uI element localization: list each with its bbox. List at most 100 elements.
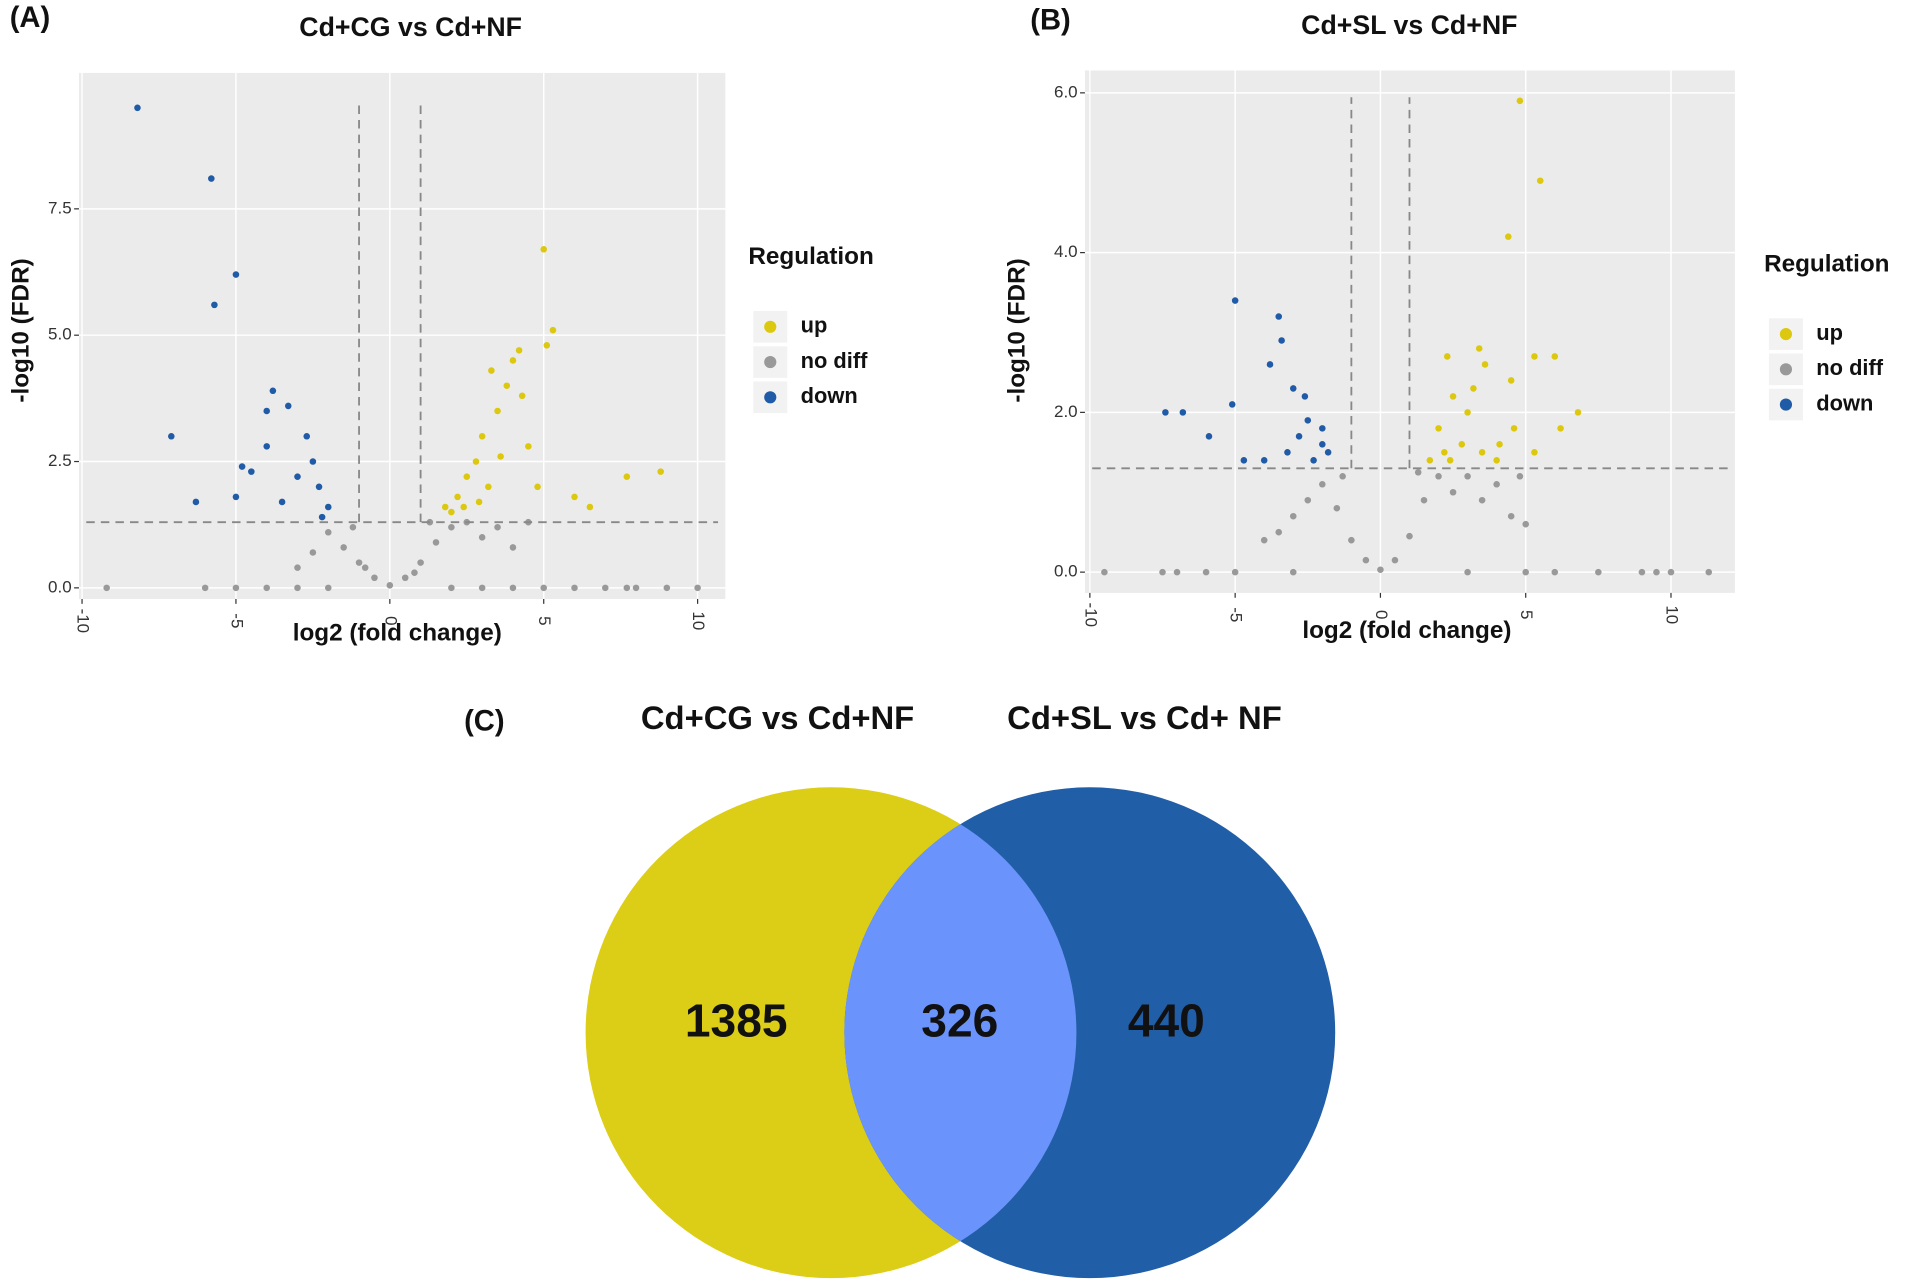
x-tick-label: 5: [1517, 610, 1536, 619]
point: [515, 347, 523, 354]
y-tick-label: 6.0: [1054, 82, 1078, 101]
point: [349, 523, 357, 531]
point: [232, 493, 240, 501]
x-tick-label: 5: [535, 616, 554, 625]
point: [1304, 417, 1312, 424]
point: [361, 564, 369, 571]
legend-dot: [764, 355, 777, 369]
point: [1531, 449, 1538, 456]
point: [460, 503, 467, 511]
point: [657, 468, 664, 475]
point: [1435, 472, 1442, 480]
point: [1275, 528, 1283, 536]
point: [454, 493, 461, 501]
point: [1595, 568, 1602, 576]
venn-title: Cd+CG vs Cd+NF: [641, 699, 914, 736]
point: [1481, 361, 1489, 368]
point: [534, 483, 541, 491]
point: [1464, 472, 1471, 480]
point: [303, 432, 311, 440]
point: [1289, 512, 1297, 520]
point: [623, 473, 631, 480]
point: [168, 432, 175, 440]
point: [401, 574, 409, 582]
point: [540, 584, 547, 592]
point: [475, 498, 483, 506]
point: [518, 392, 526, 400]
point: [1458, 441, 1466, 448]
point: [1205, 433, 1213, 440]
x-tick-label: 0: [1372, 610, 1391, 619]
legend-title: Regulation: [748, 243, 873, 270]
point: [1362, 556, 1370, 564]
point: [371, 574, 378, 582]
point: [232, 271, 240, 278]
point: [571, 493, 578, 501]
point: [663, 584, 671, 592]
point: [1324, 449, 1332, 456]
point: [1496, 441, 1503, 448]
point: [1319, 480, 1326, 488]
x-tick-label: -5: [1227, 607, 1246, 622]
point: [1284, 449, 1291, 456]
panel-label: (A): [10, 2, 50, 34]
point: [263, 443, 270, 450]
x-tick-label: -5: [227, 613, 246, 628]
point: [586, 503, 594, 511]
point: [509, 357, 517, 364]
point: [1478, 449, 1486, 456]
y-tick-label: 0.0: [1054, 562, 1078, 581]
point: [432, 539, 440, 546]
point: [1516, 472, 1524, 480]
panel-label: (C): [464, 706, 504, 738]
point: [1446, 457, 1454, 464]
point: [324, 584, 332, 592]
x-tick-label: 10: [689, 611, 708, 630]
point: [1348, 536, 1355, 544]
point: [1475, 345, 1483, 352]
point: [1391, 556, 1399, 564]
y-tick-label: 5.0: [48, 325, 72, 344]
point: [1173, 568, 1181, 576]
venn-overlap: [844, 787, 1077, 1279]
point: [1574, 409, 1582, 416]
point: [411, 569, 418, 576]
legend-label: no diff: [1816, 355, 1883, 380]
legend-dot: [1779, 398, 1793, 411]
legend-label: down: [1816, 390, 1873, 415]
point: [488, 367, 495, 374]
point: [1443, 353, 1451, 360]
y-axis-label: -log10 (FDR): [1004, 258, 1031, 402]
point: [284, 402, 292, 410]
point: [1420, 496, 1428, 504]
point: [448, 584, 455, 592]
point: [309, 458, 317, 465]
point: [1159, 568, 1166, 576]
legend-dot: [1779, 363, 1793, 376]
chart-title: Cd+CG vs Cd+NF: [299, 12, 522, 42]
point: [1464, 409, 1471, 416]
point: [324, 528, 332, 536]
point: [1295, 433, 1303, 440]
point: [1289, 568, 1297, 576]
point: [441, 503, 449, 511]
chart-title: Cd+SL vs Cd+NF: [1301, 10, 1517, 40]
point: [1522, 520, 1529, 528]
x-tick-label: -10: [74, 609, 93, 634]
point: [1301, 393, 1309, 400]
point: [503, 382, 511, 390]
point: [1551, 353, 1559, 360]
point: [448, 523, 455, 531]
point: [1304, 496, 1312, 504]
point: [1464, 568, 1471, 576]
point: [1260, 536, 1268, 544]
point: [1536, 177, 1544, 185]
point: [1228, 401, 1236, 408]
point: [1653, 568, 1660, 576]
point: [278, 498, 286, 506]
point: [478, 584, 486, 592]
legend-title: Regulation: [1764, 250, 1889, 277]
point: [1531, 353, 1538, 360]
point: [1406, 532, 1413, 540]
